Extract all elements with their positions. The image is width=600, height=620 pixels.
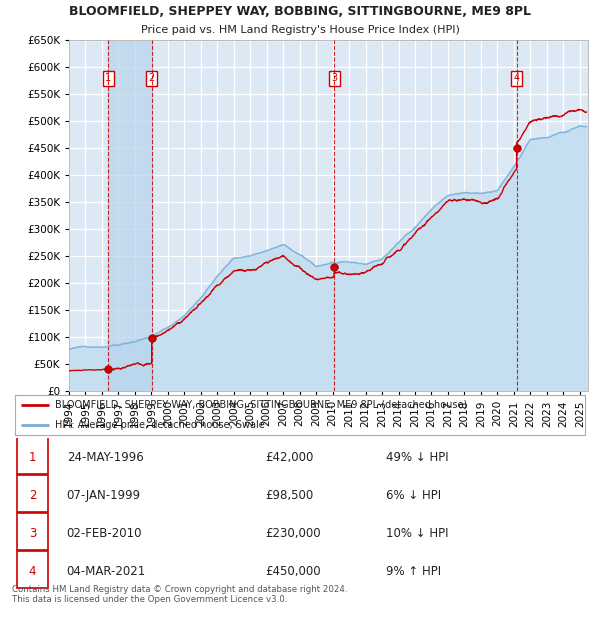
Text: £98,500: £98,500 <box>265 489 314 502</box>
Text: 4: 4 <box>29 565 36 578</box>
Text: 49% ↓ HPI: 49% ↓ HPI <box>386 451 449 464</box>
Text: BLOOMFIELD, SHEPPEY WAY, BOBBING, SITTINGBOURNE, ME9 8PL: BLOOMFIELD, SHEPPEY WAY, BOBBING, SITTIN… <box>69 5 531 18</box>
Text: 2: 2 <box>149 73 155 83</box>
Text: HPI: Average price, detached house, Swale: HPI: Average price, detached house, Swal… <box>55 420 265 430</box>
Text: 3: 3 <box>331 73 337 83</box>
Bar <box>17 551 48 588</box>
Bar <box>109 40 152 391</box>
Text: 2: 2 <box>29 489 36 502</box>
Text: BLOOMFIELD, SHEPPEY WAY, BOBBING, SITTINGBOURNE, ME9 8PL (detached house): BLOOMFIELD, SHEPPEY WAY, BOBBING, SITTIN… <box>55 399 467 410</box>
Text: £450,000: £450,000 <box>265 565 321 578</box>
Text: 9% ↑ HPI: 9% ↑ HPI <box>386 565 442 578</box>
Bar <box>17 513 48 551</box>
Text: 6% ↓ HPI: 6% ↓ HPI <box>386 489 442 502</box>
Bar <box>17 437 48 474</box>
Text: 24-MAY-1996: 24-MAY-1996 <box>67 451 143 464</box>
Text: 04-MAR-2021: 04-MAR-2021 <box>67 565 146 578</box>
Text: £42,000: £42,000 <box>265 451 314 464</box>
Bar <box>17 475 48 513</box>
Text: 02-FEB-2010: 02-FEB-2010 <box>67 527 142 540</box>
Text: 3: 3 <box>29 527 36 540</box>
Text: 1: 1 <box>29 451 36 464</box>
Text: £230,000: £230,000 <box>265 527 321 540</box>
Text: Contains HM Land Registry data © Crown copyright and database right 2024.
This d: Contains HM Land Registry data © Crown c… <box>12 585 347 604</box>
Text: Price paid vs. HM Land Registry's House Price Index (HPI): Price paid vs. HM Land Registry's House … <box>140 25 460 35</box>
Text: 07-JAN-1999: 07-JAN-1999 <box>67 489 141 502</box>
Text: 1: 1 <box>106 73 112 83</box>
Text: 4: 4 <box>514 73 520 83</box>
Text: 10% ↓ HPI: 10% ↓ HPI <box>386 527 449 540</box>
